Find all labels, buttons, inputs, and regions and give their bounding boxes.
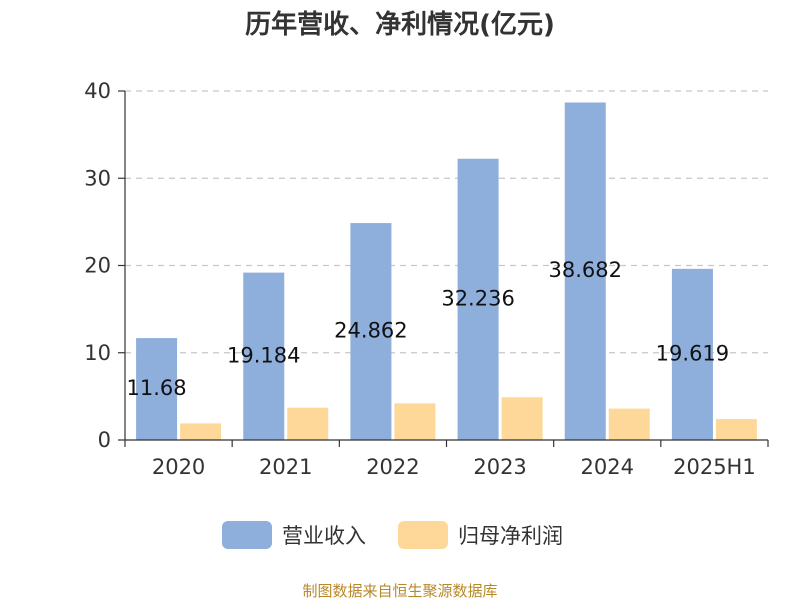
bar-net-profit — [180, 423, 222, 440]
bar-revenue — [564, 102, 606, 441]
x-tick-label: 2020 — [152, 455, 205, 479]
bar-net-profit — [394, 403, 436, 440]
bars — [136, 102, 757, 441]
bar-revenue — [457, 158, 499, 440]
y-tick-label: 0 — [98, 428, 111, 452]
bar-revenue — [350, 223, 392, 440]
legend-label: 归母净利润 — [458, 524, 563, 548]
bar-net-profit — [287, 407, 329, 440]
legend-swatch — [222, 521, 272, 549]
x-tick-label: 2023 — [473, 455, 526, 479]
y-tick-label: 20 — [84, 254, 111, 278]
bar-revenue — [136, 338, 178, 440]
gridlines — [125, 90, 768, 354]
legend-label: 营业收入 — [282, 524, 366, 548]
x-tick-label: 2022 — [366, 455, 419, 479]
legend: 营业收入 归母净利润 — [222, 521, 563, 549]
data-labels: 11.68 19.184 24.862 32.236 38.682 19.619 — [127, 258, 730, 400]
data-label: 38.682 — [549, 258, 622, 282]
axes: 0 10 20 30 40 2020 2021 2022 2023 2024 2025H1 — [84, 79, 769, 479]
x-tick-label: 2021 — [259, 455, 312, 479]
data-label: 11.68 — [127, 376, 187, 400]
bar-net-profit — [608, 408, 650, 440]
y-tick-label: 10 — [84, 341, 111, 365]
y-tick-label: 30 — [84, 166, 111, 190]
bar-net-profit — [715, 419, 757, 440]
source-note: 制图数据来自恒生聚源数据库 — [302, 582, 497, 600]
bar-revenue — [671, 268, 713, 440]
data-label: 19.184 — [227, 343, 300, 367]
data-label: 32.236 — [441, 286, 514, 310]
x-tick-label: 2025H1 — [673, 455, 756, 479]
data-label: 24.862 — [334, 319, 407, 343]
legend-swatch — [398, 521, 448, 549]
bar-revenue — [243, 272, 285, 440]
bar-net-profit — [501, 397, 543, 440]
data-label: 19.619 — [656, 341, 729, 365]
x-tick-label: 2024 — [581, 455, 634, 479]
y-tick-label: 40 — [84, 79, 111, 103]
chart-title: 历年营收、净利情况(亿元) — [245, 9, 555, 40]
